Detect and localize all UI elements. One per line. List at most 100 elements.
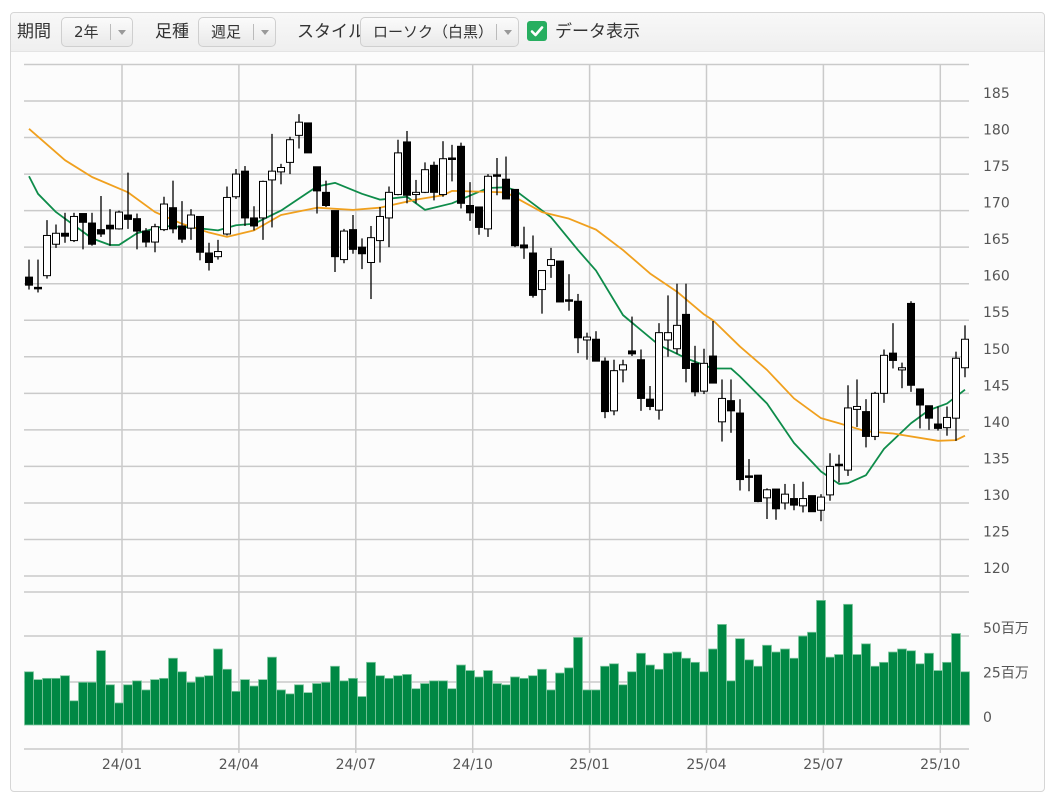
volume-bar bbox=[366, 661, 376, 726]
x-tick-label: 25/01 bbox=[569, 757, 609, 773]
volume-bar bbox=[51, 677, 61, 726]
candle-body-up bbox=[268, 170, 276, 181]
candle-body-up bbox=[232, 173, 240, 198]
volume-bar bbox=[960, 671, 970, 726]
show-data-checkbox[interactable] bbox=[527, 21, 547, 41]
volume-bar bbox=[240, 679, 250, 726]
volume-bar bbox=[393, 675, 403, 726]
volume-bar bbox=[357, 696, 367, 726]
candle-body-up bbox=[718, 397, 726, 423]
volume-bar bbox=[906, 650, 916, 726]
volume-bar bbox=[438, 680, 448, 726]
volume-bar bbox=[96, 650, 106, 726]
volume-bar bbox=[42, 677, 52, 726]
bar-type-select[interactable]: 週足 bbox=[198, 17, 276, 47]
volume-bar bbox=[204, 675, 214, 726]
candle-body-up bbox=[547, 259, 555, 266]
volume-bar bbox=[879, 661, 889, 726]
volume-bar bbox=[429, 680, 439, 726]
candle-body-up bbox=[853, 405, 861, 410]
candle-body-down bbox=[241, 170, 249, 219]
volume-bar bbox=[591, 689, 601, 726]
volume-bar bbox=[888, 651, 898, 726]
volume-bar bbox=[123, 684, 133, 726]
volume-bar bbox=[456, 664, 466, 726]
candle-body-up bbox=[70, 215, 78, 242]
candle-body-down bbox=[907, 302, 915, 386]
candle-body-down bbox=[754, 474, 762, 502]
candle-body-down bbox=[331, 210, 339, 258]
candle-body-down bbox=[304, 122, 312, 154]
candle-body-up bbox=[259, 180, 267, 219]
volume-bar bbox=[384, 677, 394, 726]
candle-body-up bbox=[367, 237, 375, 264]
candle-body-down bbox=[358, 246, 366, 255]
volume-bar bbox=[744, 659, 754, 726]
candle-body-down bbox=[691, 362, 699, 393]
candle-body-up bbox=[952, 357, 960, 419]
candle-body-down bbox=[520, 244, 528, 249]
volume-bar bbox=[654, 668, 664, 726]
candle-body-down bbox=[430, 164, 438, 193]
candle-body-down bbox=[97, 229, 105, 235]
volume-bar bbox=[258, 679, 268, 726]
select-divider bbox=[253, 24, 254, 40]
volume-bar bbox=[105, 684, 115, 726]
candle-body-down bbox=[25, 276, 33, 286]
volume-bar bbox=[186, 681, 196, 726]
x-tick-label: 25/07 bbox=[803, 757, 843, 773]
price-tick-label: 170 bbox=[983, 196, 1010, 212]
period-select[interactable]: 2年 bbox=[61, 17, 133, 47]
candle-body-down bbox=[934, 423, 942, 429]
volume-bars bbox=[24, 600, 970, 726]
candle-body-up bbox=[115, 211, 123, 230]
candle-body-down bbox=[493, 174, 501, 177]
volume-bar bbox=[510, 676, 520, 726]
volume-bar bbox=[564, 667, 574, 726]
candle-body-down bbox=[628, 350, 636, 355]
volume-bar bbox=[330, 665, 340, 726]
style-select[interactable]: ローソク（白黒） bbox=[360, 17, 519, 47]
x-tick-label: 25/04 bbox=[686, 757, 726, 773]
candle-body-up bbox=[160, 203, 168, 231]
candle-body-up bbox=[187, 214, 195, 229]
volume-bar bbox=[609, 663, 619, 726]
volume-bar bbox=[951, 633, 961, 726]
chevron-down-icon bbox=[118, 30, 126, 35]
candle-body-up bbox=[151, 226, 159, 243]
period-value: 2年 bbox=[74, 23, 99, 41]
volume-bar bbox=[798, 635, 808, 726]
volume-bar bbox=[465, 670, 475, 726]
volume-bar bbox=[573, 637, 583, 726]
volume-bar bbox=[87, 681, 97, 726]
volume-bar bbox=[753, 665, 763, 726]
candle-body-down bbox=[466, 205, 474, 214]
candle-body-down bbox=[79, 213, 87, 223]
volume-bar bbox=[834, 654, 844, 726]
price-tick-label: 140 bbox=[983, 415, 1010, 431]
candle-body-down bbox=[322, 191, 330, 207]
candle-body-down bbox=[169, 207, 177, 230]
volume-bar bbox=[150, 679, 160, 726]
price-tick-label: 135 bbox=[983, 451, 1010, 467]
candle-body-up bbox=[376, 215, 384, 242]
select-divider bbox=[110, 24, 111, 40]
volume-bar bbox=[852, 654, 862, 726]
volume-bar bbox=[411, 688, 421, 726]
x-tick-label: 24/10 bbox=[453, 757, 493, 773]
volume-bar bbox=[195, 676, 205, 726]
volume-bar bbox=[771, 651, 781, 726]
price-tick-label: 150 bbox=[983, 342, 1010, 358]
volume-bar bbox=[375, 675, 385, 726]
volume-bar bbox=[159, 677, 169, 726]
volume-bar bbox=[627, 671, 637, 726]
x-tick-label: 24/07 bbox=[336, 757, 376, 773]
candle-body-up bbox=[781, 493, 789, 504]
volume-bar bbox=[690, 661, 700, 726]
volume-bar bbox=[528, 675, 538, 726]
price-tick-label: 180 bbox=[983, 123, 1010, 139]
volume-bar bbox=[924, 652, 934, 726]
volume-bar bbox=[420, 683, 430, 726]
volume-bar bbox=[249, 685, 259, 726]
